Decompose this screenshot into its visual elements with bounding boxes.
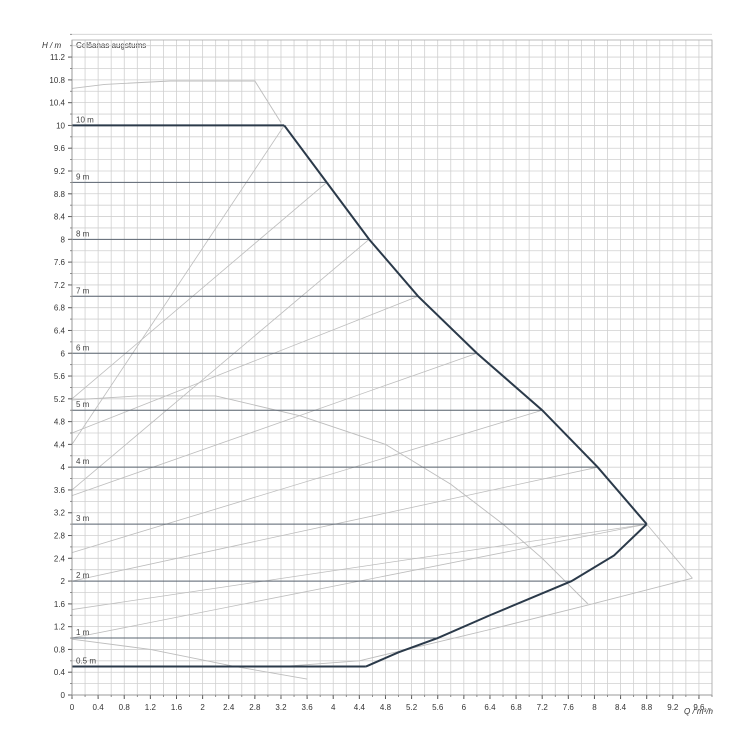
y-axis-ticks: 0 0.4 0.8 1.2 1.6 2 2.4 2.8 3.2 3.6 4 4.4 4.8 5.2 5.6 6…	[49, 33, 72, 700]
y-tick-label: 9.6	[54, 144, 66, 153]
x-tick-label: 0.4	[93, 703, 105, 712]
x-tick-label: 4	[331, 703, 336, 712]
setpoint-label: 1 m	[76, 628, 90, 637]
y-tick-label: 3.6	[54, 486, 66, 495]
x-tick-label: 0.8	[119, 703, 131, 712]
faint-diagonal-line	[71, 352, 478, 497]
y-axis-title: H / m	[42, 41, 61, 50]
x-tick-label: 8.8	[641, 703, 653, 712]
x-tick-label: 6.8	[511, 703, 523, 712]
faint-vertex-right	[646, 523, 693, 579]
y-tick-label: 6	[61, 349, 66, 358]
y-tick-label: 10.8	[49, 76, 65, 85]
grid	[71, 33, 713, 696]
x-tick-label: 9.6	[693, 703, 705, 712]
y-tick-label: 4.4	[54, 440, 66, 449]
plot-frame	[71, 39, 713, 696]
setpoint-label: 10 m	[76, 115, 94, 124]
y-tick-label: 7.6	[54, 258, 66, 267]
faint-diagonal-line	[71, 239, 370, 491]
faint-curve-mid	[71, 395, 589, 605]
x-tick-label: 1.2	[145, 703, 157, 712]
x-tick-label: 2.8	[249, 703, 261, 712]
y-tick-label: 0.8	[54, 645, 66, 654]
faint-curve-top	[71, 80, 282, 123]
y-tick-label: 6.8	[54, 304, 66, 313]
faint-curve-right-lower	[280, 577, 693, 667]
x-tick-label: 3.2	[275, 703, 287, 712]
faint-diagonal-line	[71, 182, 327, 400]
x-tick-label: 1.6	[171, 703, 183, 712]
x-tick-label: 2	[200, 703, 205, 712]
faint-diagonal-line	[71, 409, 543, 553]
y-tick-label: 11.2	[50, 53, 66, 62]
y-tick-label: 6.4	[54, 326, 66, 335]
faint-curve-bottom	[71, 638, 308, 680]
y-tick-label: 2.4	[54, 554, 66, 563]
x-tick-label: 5.6	[432, 703, 444, 712]
x-tick-label: 4.4	[354, 703, 366, 712]
x-tick-label: 2.4	[223, 703, 235, 712]
y-tick-label: 8.8	[54, 190, 66, 199]
setpoint-label: 6 m	[76, 343, 90, 352]
faint-diagonal-line	[71, 523, 647, 610]
x-tick-label: 9.2	[667, 703, 679, 712]
x-tick-label: 4.8	[380, 703, 392, 712]
y-tick-label: 0	[61, 691, 66, 700]
setpoint-label: 4 m	[76, 457, 90, 466]
x-tick-label: 3.6	[302, 703, 314, 712]
y-tick-label: 1.2	[54, 623, 66, 632]
setpoint-label: 7 m	[76, 286, 90, 295]
x-axis-ticks: 0 0.4 0.8 1.2 1.6 2 2.4 2.8 3.2 3.6 4 4.4 4.8 5.2 5.6 6…	[70, 695, 713, 712]
x-tick-label: 6	[462, 703, 467, 712]
setpoint-label: 5 m	[76, 400, 90, 409]
setpoint-label: 8 m	[76, 229, 90, 238]
y-tick-label: 8	[61, 235, 66, 244]
y-tick-label: 10.4	[49, 99, 65, 108]
setpoint-lines: 10 m 9 m 8 m 7 m 6 m 5 m 4 m 3 m 2 m 1 m 0.5 m	[72, 115, 647, 668]
setpoint-label: 9 m	[76, 172, 90, 181]
x-tick-label: 8	[592, 703, 597, 712]
y-tick-label: 9.2	[54, 167, 66, 176]
faint-diagonal-line	[71, 125, 285, 445]
y-tick-label: 3.2	[54, 509, 66, 518]
y-tick-label: 0.4	[54, 668, 66, 677]
setpoint-label: 3 m	[76, 514, 90, 523]
max-envelope-upper	[283, 124, 648, 525]
setpoint-label: 2 m	[76, 571, 90, 580]
y-tick-label: 2.8	[54, 532, 66, 541]
x-tick-label: 7.6	[563, 703, 575, 712]
max-envelope-lower	[365, 523, 648, 668]
x-tick-label: 7.2	[537, 703, 549, 712]
max-curve	[283, 124, 648, 668]
x-axis-title: Q / m³/h	[684, 707, 713, 716]
y-tick-label: 5.6	[54, 372, 66, 381]
x-tick-label: 5.2	[406, 703, 418, 712]
x-tick-label: 0	[70, 703, 75, 712]
y-tick-label: 2	[61, 577, 66, 586]
y-tick-label: 1.6	[54, 600, 66, 609]
x-tick-label: 6.4	[484, 703, 496, 712]
y-tick-label: 4.8	[54, 418, 66, 427]
x-tick-label: 8.4	[615, 703, 627, 712]
y-tick-label: 5.2	[54, 395, 66, 404]
axes	[71, 39, 713, 696]
y-tick-label: 7.2	[54, 281, 66, 290]
setpoint-label: 0.5 m	[76, 657, 96, 666]
y-tick-label: 4	[61, 463, 66, 472]
y-tick-label: 10	[56, 121, 65, 130]
y-tick-label: 8.4	[54, 213, 66, 222]
